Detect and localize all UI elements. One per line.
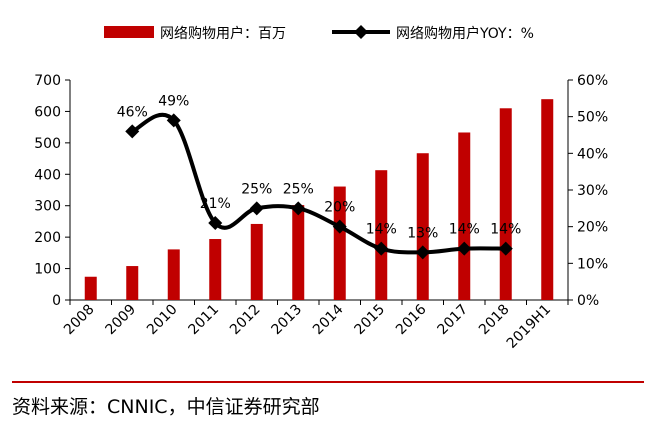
left-tick-label: 600 bbox=[34, 104, 61, 120]
bar-2011 bbox=[209, 239, 222, 300]
bar-2013 bbox=[292, 205, 305, 300]
yoy-marker-2012 bbox=[249, 201, 264, 216]
bar-2018 bbox=[499, 108, 512, 301]
x-tick-label: 2012 bbox=[227, 302, 264, 339]
yoy-label-2011: 21% bbox=[200, 196, 231, 212]
x-tick-label: 2015 bbox=[352, 302, 389, 339]
bar-2019H1 bbox=[541, 99, 554, 301]
x-tick-label: 2019H1 bbox=[504, 302, 554, 352]
chart: 网络购物用户：百万 网络购物用户YOY：% 0 100 200 300 400 500 600… bbox=[34, 25, 608, 352]
yoy-marker-2013 bbox=[291, 201, 306, 216]
legend-line-label: 网络购物用户YOY：% bbox=[396, 25, 534, 42]
x-tick-label: 2009 bbox=[103, 302, 140, 339]
x-tick-label: 2016 bbox=[393, 301, 430, 338]
legend-bar-swatch bbox=[104, 26, 154, 38]
x-tick-label: 2008 bbox=[61, 302, 98, 339]
left-tick-label: 400 bbox=[34, 167, 61, 183]
yoy-marker-2016 bbox=[415, 245, 430, 260]
yoy-label-2012: 25% bbox=[241, 181, 272, 197]
footer-divider bbox=[12, 381, 644, 383]
x-tick-label: 2013 bbox=[269, 302, 306, 339]
right-tick-label: 30% bbox=[577, 183, 608, 199]
legend-bar-label: 网络购物用户：百万 bbox=[160, 25, 286, 42]
yoy-label-2013: 25% bbox=[283, 181, 314, 197]
right-tick-label: 0% bbox=[577, 293, 599, 309]
left-tick-label: 200 bbox=[34, 230, 61, 246]
yoy-line bbox=[131, 112, 506, 255]
yoy-marker-2010 bbox=[166, 113, 181, 128]
bar-series bbox=[84, 99, 554, 301]
yoy-label-2016: 13% bbox=[407, 225, 438, 241]
yoy-label-2014: 20% bbox=[324, 200, 355, 216]
yoy-marker-2015 bbox=[374, 241, 389, 256]
bar-2010 bbox=[167, 249, 180, 300]
bar-2014 bbox=[333, 186, 346, 300]
left-tick-label: 500 bbox=[34, 136, 61, 152]
bar-2012 bbox=[250, 223, 263, 300]
left-tick-label: 300 bbox=[34, 199, 61, 215]
bar-2009 bbox=[126, 266, 139, 300]
legend: 网络购物用户：百万 网络购物用户YOY：% bbox=[104, 25, 534, 42]
right-tick-label: 10% bbox=[577, 256, 608, 272]
yoy-label-2009: 46% bbox=[117, 104, 148, 120]
left-tick-label: 0 bbox=[52, 293, 61, 309]
line-series: 46% 49% 21% 25% 25% 20% 14% 13% 14% 14% bbox=[117, 93, 521, 260]
yoy-label-2018: 14% bbox=[490, 222, 521, 238]
yoy-marker-2018 bbox=[498, 241, 513, 256]
right-tick-label: 20% bbox=[577, 220, 608, 236]
yoy-label-2010: 49% bbox=[158, 93, 189, 109]
legend-line-marker bbox=[354, 25, 368, 39]
bar-2016 bbox=[416, 153, 429, 300]
yoy-label-2015: 14% bbox=[366, 222, 397, 238]
yoy-marker-2009 bbox=[125, 124, 140, 139]
x-tick-label: 2010 bbox=[144, 302, 181, 339]
x-tick-label: 2011 bbox=[186, 302, 223, 339]
left-tick-label: 100 bbox=[34, 262, 61, 278]
bar-2017 bbox=[458, 132, 471, 300]
yoy-label-2017: 14% bbox=[449, 222, 480, 238]
right-tick-label: 40% bbox=[577, 146, 608, 162]
source-note: 资料来源：CNNIC，中信证券研究部 bbox=[12, 396, 320, 418]
right-tick-label: 60% bbox=[577, 73, 608, 89]
yoy-marker-2014 bbox=[332, 219, 347, 234]
x-tick-label: 2017 bbox=[435, 302, 472, 339]
right-tick-label: 50% bbox=[577, 110, 608, 126]
x-tick-label: 2014 bbox=[310, 301, 347, 338]
yoy-marker-2011 bbox=[208, 216, 223, 230]
left-tick-label: 700 bbox=[34, 73, 61, 89]
bar-2015 bbox=[375, 170, 388, 300]
bar-2008 bbox=[84, 276, 97, 300]
x-tick-label: 2018 bbox=[476, 302, 513, 339]
yoy-marker-2017 bbox=[457, 241, 472, 256]
